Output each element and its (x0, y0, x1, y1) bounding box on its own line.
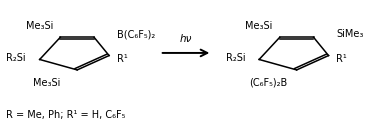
Text: Me₃Si: Me₃Si (245, 21, 273, 31)
Text: R₂Si: R₂Si (226, 53, 245, 63)
Text: R¹: R¹ (116, 55, 127, 64)
Text: hν: hν (180, 34, 192, 44)
Text: Me₃Si: Me₃Si (26, 21, 53, 31)
Text: R = Me, Ph; R¹ = H, C₆F₅: R = Me, Ph; R¹ = H, C₆F₅ (6, 110, 125, 120)
Text: Me₃Si: Me₃Si (34, 78, 61, 88)
Text: SiMe₃: SiMe₃ (336, 29, 363, 39)
Text: R₂Si: R₂Si (6, 53, 25, 63)
Text: B(C₆F₅)₂: B(C₆F₅)₂ (116, 29, 155, 39)
Text: R¹: R¹ (336, 55, 347, 64)
Text: (C₆F₅)₂B: (C₆F₅)₂B (249, 78, 288, 88)
